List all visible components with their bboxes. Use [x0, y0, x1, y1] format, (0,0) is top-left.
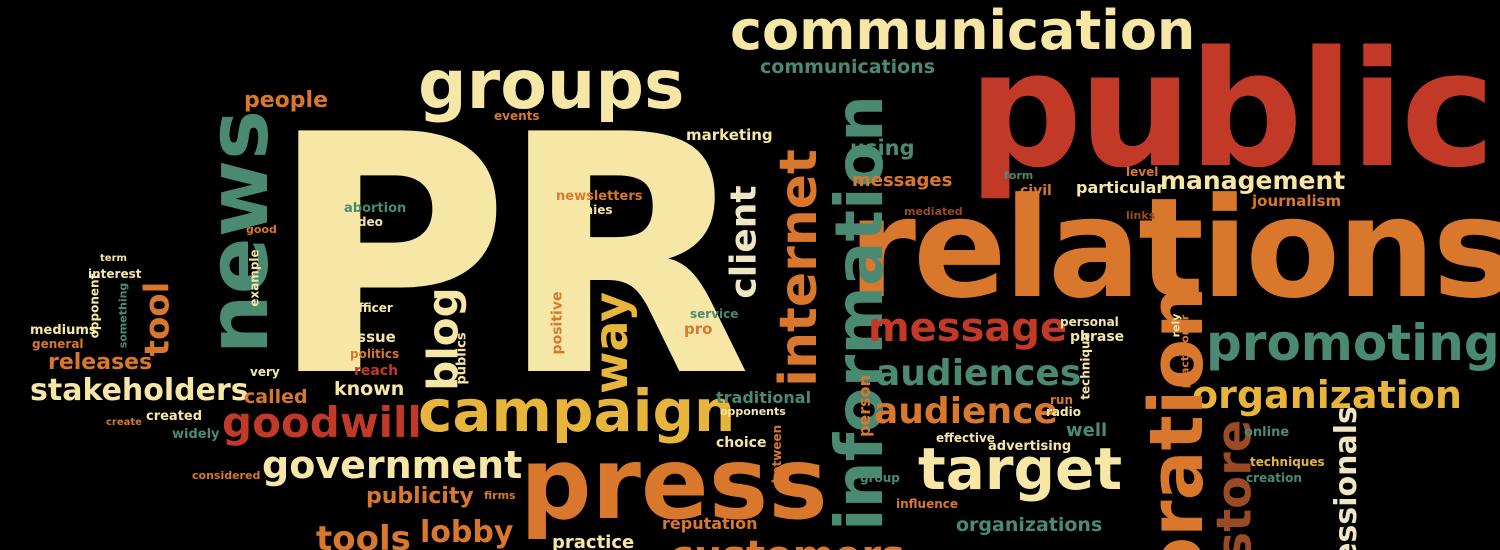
word-press: press	[520, 425, 828, 542]
word-releases: releases	[48, 350, 153, 375]
word-firms: firms	[484, 489, 516, 502]
word-target: target	[918, 435, 1123, 503]
word-pr: PR	[268, 65, 752, 449]
word-created: created	[146, 409, 203, 424]
word-lobby: lobby	[420, 515, 514, 550]
word-events: events	[494, 109, 540, 123]
word-public: public	[968, 16, 1495, 203]
word-run: run	[1050, 393, 1074, 407]
word-group: group	[860, 471, 900, 485]
word-considered: considered	[192, 469, 261, 482]
word-practice: practice	[552, 532, 635, 550]
word-personal: personal	[1060, 315, 1119, 329]
word-service: service	[690, 307, 739, 321]
word-phrase: phrase	[1070, 329, 1125, 345]
word-government: government	[262, 443, 523, 487]
word-called: called	[244, 386, 308, 408]
word-newsletters: newsletters	[556, 189, 643, 204]
word-companies: companies	[540, 203, 613, 217]
word-using: using	[850, 136, 915, 160]
word-message: message	[868, 305, 1068, 351]
word-communications: communications	[760, 56, 936, 78]
word-person: person	[855, 374, 875, 438]
word-politics: politics	[350, 347, 400, 361]
word-relations: relations	[848, 168, 1500, 329]
word-issue: issue	[352, 328, 396, 346]
word-stakeholders: stakeholders	[30, 373, 249, 408]
word-publics: publics	[454, 332, 470, 385]
word-journalism: journalism	[1252, 192, 1342, 210]
word-effective: effective	[936, 431, 995, 445]
word-widely: widely	[172, 427, 220, 442]
word-term: term	[100, 253, 127, 264]
word-internet: internet	[768, 149, 829, 387]
word-abortion: abortion	[344, 201, 407, 216]
word-customers: customers	[670, 536, 905, 550]
word-opponents: opponents	[720, 405, 786, 418]
word-publicity: publicity	[366, 484, 474, 509]
word-groups: groups	[418, 46, 685, 125]
word-level: level	[1126, 165, 1159, 179]
word-advertising: advertising	[988, 439, 1072, 454]
word-rely: rely	[1169, 313, 1183, 338]
word-mediums: mediums	[30, 323, 97, 338]
word-client: client	[723, 185, 765, 299]
word-general: general	[32, 337, 84, 351]
word-technique: technique	[1078, 332, 1093, 400]
word-particular: particular	[1076, 178, 1165, 197]
word-civil: civil	[1020, 183, 1052, 199]
word-people: people	[244, 88, 328, 113]
word-communication: communication	[730, 0, 1196, 62]
word-interest: interest	[88, 267, 142, 281]
word-very: very	[250, 365, 280, 379]
word-positive: positive	[549, 291, 566, 355]
word-example: example	[247, 249, 262, 307]
word-audiences: audiences	[876, 353, 1082, 394]
word-campaign: campaign	[418, 377, 736, 445]
word-pro: pro	[684, 320, 713, 338]
word-tools: tools	[316, 519, 411, 550]
word-officer: officer	[350, 301, 393, 315]
word-marketing: marketing	[686, 126, 773, 144]
word-reach: reach	[354, 363, 399, 379]
word-something: something	[116, 282, 130, 349]
word-management: management	[1160, 166, 1346, 195]
word-known: known	[334, 378, 405, 400]
word-opponent: opponent	[87, 273, 102, 339]
word-influence: influence	[896, 497, 959, 511]
word-techniques: techniques	[1250, 455, 1325, 469]
word-messages: messages	[852, 170, 953, 191]
word-form: form	[1004, 169, 1034, 182]
word-fessionals: fessionals	[1328, 406, 1364, 550]
word-well: well	[1066, 420, 1108, 441]
word-way: way	[584, 291, 639, 395]
word-organization: organization	[1192, 373, 1462, 417]
word-tool: tool	[137, 281, 178, 357]
word-promoting: promoting	[1206, 314, 1500, 372]
word-organizations: organizations	[956, 514, 1103, 536]
word-creation: creation	[1246, 471, 1302, 485]
word-online: online	[1244, 425, 1290, 440]
word-goodwill: goodwill	[222, 398, 422, 447]
word-choice: choice	[716, 435, 767, 451]
word-create: create	[106, 417, 142, 428]
word-audience: audience	[874, 391, 1058, 432]
word-good: good	[246, 223, 277, 236]
word-video: video	[346, 215, 383, 229]
word-links: links	[1126, 209, 1156, 222]
word-reputation: reputation	[662, 514, 758, 533]
word-traditional: traditional	[716, 388, 812, 407]
word-between: between	[770, 424, 785, 484]
word-mediated: mediated	[904, 205, 963, 218]
word-radio: radio	[1046, 405, 1081, 419]
